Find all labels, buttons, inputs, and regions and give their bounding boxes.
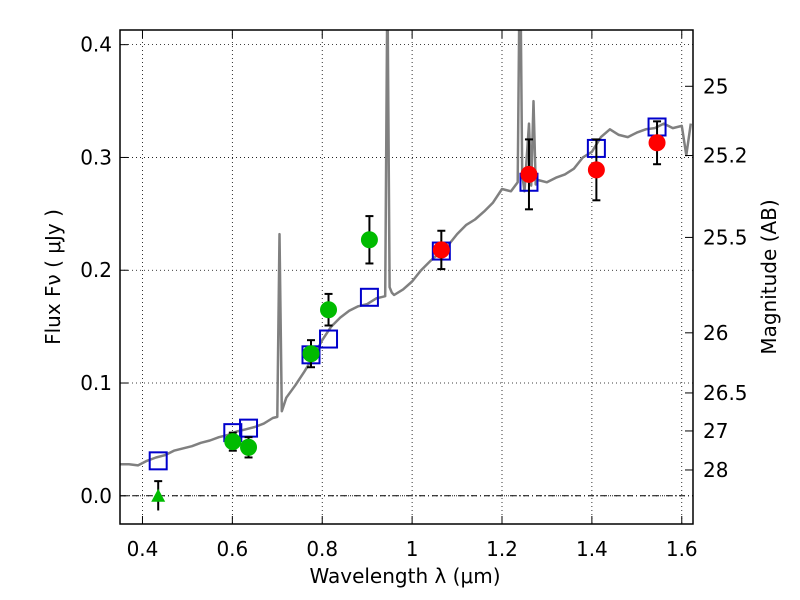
x-tick-label: 0.4	[127, 537, 159, 561]
data-point	[587, 161, 605, 179]
y2-tick-label: 26	[703, 321, 728, 345]
y2-tick-label: 25	[703, 74, 728, 98]
data-point	[320, 301, 338, 319]
data-point	[240, 438, 258, 456]
x-axis-label: Wavelength λ (μm)	[309, 564, 500, 588]
y2-tick-label: 28	[703, 458, 728, 482]
y-axis-label: Flux Fν ( μJy )	[41, 209, 65, 345]
y2-axis-ticks: 25 25.2 25.5 26 26.5 27 28	[685, 74, 748, 482]
y2-tick-label: 27	[703, 419, 728, 443]
x-tick-label: 1.6	[666, 537, 698, 561]
series-observed-green-	[224, 215, 378, 459]
y-tick-label: 0.3	[80, 145, 112, 169]
data-point	[224, 433, 242, 451]
plot-frame	[119, 29, 694, 525]
grid-lines	[120, 30, 693, 524]
series-model-spectrum	[120, 30, 693, 467]
x-tick-label: 1.4	[576, 537, 608, 561]
y-tick-label: 0.1	[80, 371, 112, 395]
series-observed-red-	[432, 120, 666, 271]
data-point	[648, 134, 666, 152]
x-tick-label: 1	[406, 537, 419, 561]
y-tick-label: 0.4	[80, 33, 112, 57]
series-upper-limit	[151, 480, 166, 511]
data-point	[432, 241, 450, 259]
model-square-point	[319, 329, 339, 349]
y2-tick-label: 25.5	[703, 225, 748, 249]
y2-tick-label: 25.2	[703, 144, 748, 168]
x-tick-label: 0.6	[216, 537, 248, 561]
model-square-point	[148, 451, 168, 471]
x-axis-ticks: 0.4 0.6 0.8 1 1.2 1.4 1.6	[127, 30, 698, 561]
data-point	[302, 345, 320, 363]
data-point	[520, 165, 538, 183]
upper-limit-triangle	[151, 488, 166, 502]
x-tick-label: 1.2	[486, 537, 518, 561]
model-square-point	[359, 287, 379, 307]
y2-tick-label: 26.5	[703, 381, 748, 405]
data-point	[360, 231, 378, 249]
y-axis-ticks: 0.0 0.1 0.2 0.3 0.4	[80, 33, 128, 508]
y2-axis-label: Magnitude (AB)	[757, 199, 781, 354]
plot-area	[120, 30, 693, 511]
y-tick-label: 0.0	[80, 484, 112, 508]
x-tick-label: 0.8	[306, 537, 338, 561]
spectrum-line	[120, 30, 693, 467]
y-tick-label: 0.2	[80, 258, 112, 282]
